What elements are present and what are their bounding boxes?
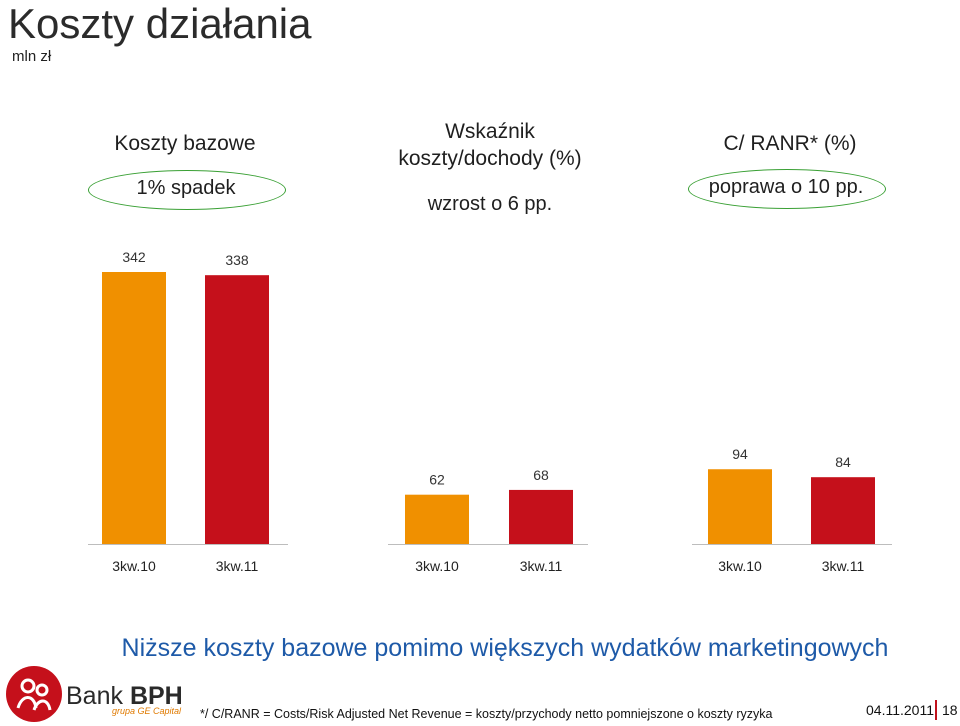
chart-2-bar-2 (509, 489, 573, 544)
chart-2-category-label-1: 3kw.10 (415, 558, 459, 574)
page-number: 18 (942, 702, 958, 718)
unit-label: mln zł (12, 48, 52, 65)
brand-name-plain: Bank (66, 682, 130, 710)
chart-3-category-label-2: 3kw.11 (822, 558, 865, 574)
chart-2-data-label-2: 68 (533, 467, 549, 483)
panel-2-title-line2: koszty/dochody (%) (398, 147, 582, 170)
brand-subtitle: grupa GE Capital (112, 706, 182, 716)
slide-date: 04.11.2011 (866, 702, 934, 718)
brand-name-bold: BPH (129, 682, 183, 710)
chart-2-bar-1 (405, 494, 469, 544)
brand-name: Bank BPH (66, 682, 183, 711)
chart-3-category-label-1: 3kw.10 (718, 558, 762, 574)
panel-2-note: wzrost o 6 pp. (427, 193, 553, 215)
panel-3-title-line1: C/ RANR* (%) (723, 132, 857, 155)
page-number-divider (935, 700, 937, 720)
chart-1-data-label-1: 342 (122, 249, 146, 265)
chart-3-data-label-2: 84 (835, 454, 851, 470)
chart-2-category-label-2: 3kw.11 (520, 558, 563, 574)
chart-1-bar-2 (205, 275, 269, 544)
chart-2-data-label-1: 62 (429, 472, 445, 488)
panel-1-note: 1% spadek (136, 177, 236, 199)
panel-1-title-line1: Koszty bazowe (114, 132, 256, 155)
chart-3-bar-1 (708, 469, 772, 544)
headline: Niższe koszty bazowe pomimo większych wy… (121, 634, 889, 662)
panel-1-title: Koszty bazowe (70, 130, 300, 157)
chart-1-bar-1 (102, 272, 166, 544)
panel-3-title: C/ RANR* (%) (660, 130, 920, 157)
panel-2-title-line1: Wskaźnik (445, 120, 535, 143)
chart-3-data-label-1: 94 (732, 446, 748, 462)
footnote: */ C/RANR = Costs/Risk Adjusted Net Reve… (200, 707, 773, 721)
chart-3-bar-2 (811, 477, 875, 544)
chart-1-category-label-1: 3kw.10 (112, 558, 156, 574)
panel-2-title: Wskaźnik koszty/dochody (%) (355, 118, 625, 172)
panel-3-note: poprawa o 10 pp. (708, 176, 864, 198)
bank-logo-icon (6, 666, 62, 722)
chart-1-category-label-2: 3kw.11 (216, 558, 259, 574)
panel-1-highlight-ellipse (88, 170, 286, 210)
page-title: Koszty działania (8, 0, 312, 47)
panel-3-highlight-ellipse (688, 169, 886, 209)
chart-1-data-label-2: 338 (225, 252, 249, 268)
